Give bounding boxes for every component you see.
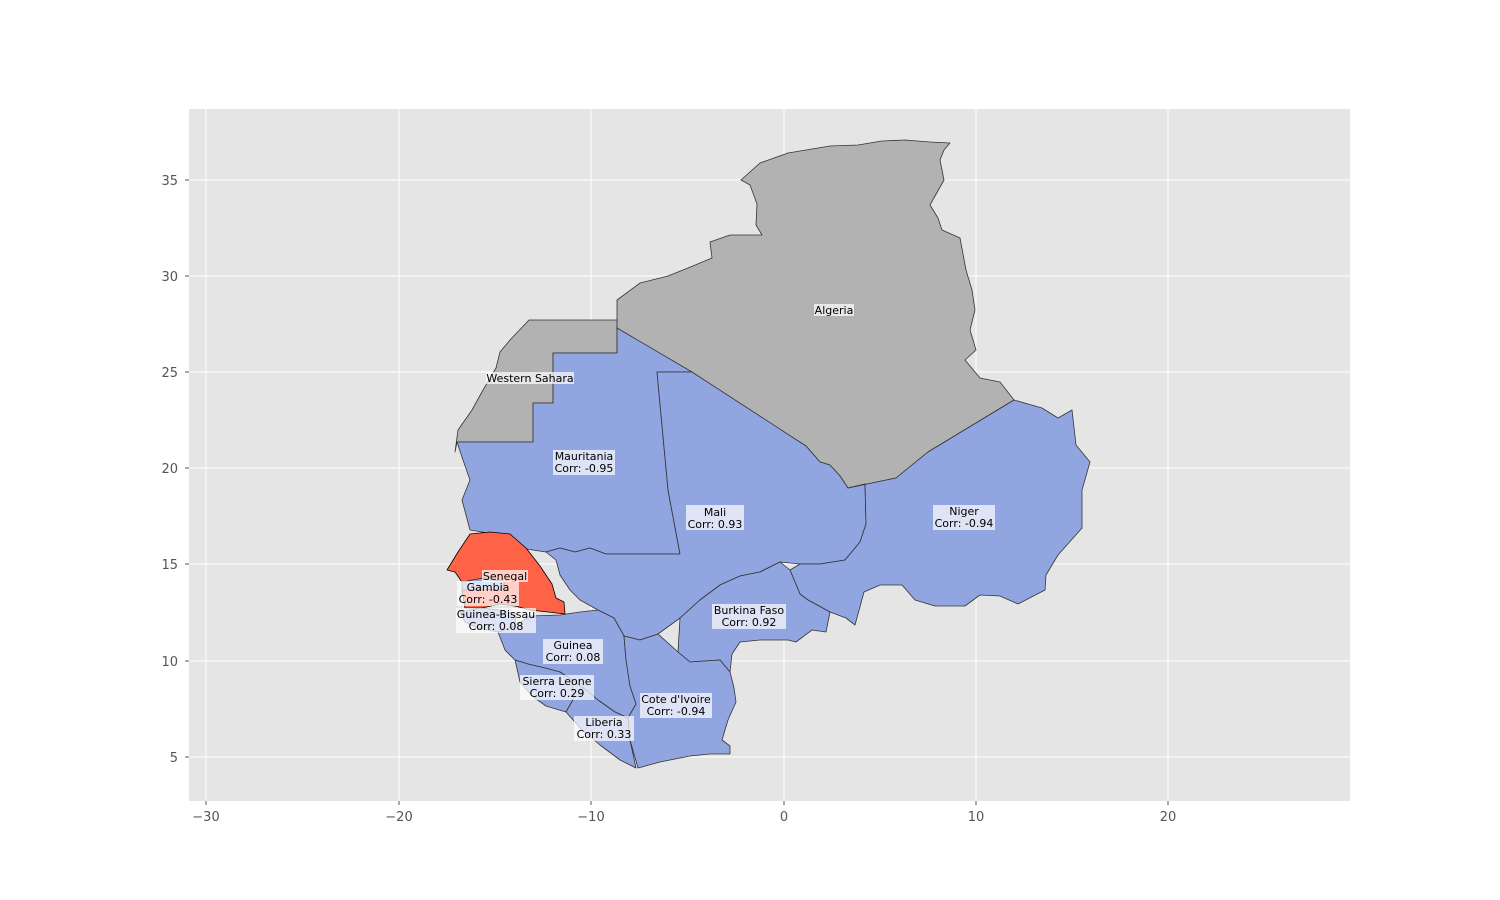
x-tick-label: −10 bbox=[577, 810, 604, 825]
country-name: Liberia bbox=[585, 716, 622, 729]
label-western-sahara: Western Sahara bbox=[486, 372, 574, 385]
label-burkina-faso: Burkina Faso Corr: 0.92 bbox=[712, 604, 786, 629]
correlation-value: Corr: -0.94 bbox=[647, 705, 706, 718]
y-tick-label: 20 bbox=[161, 462, 178, 477]
label-niger: Niger Corr: -0.94 bbox=[933, 505, 995, 530]
correlation-value: Corr: 0.33 bbox=[577, 728, 632, 741]
x-tick-label: −20 bbox=[385, 810, 412, 825]
correlation-value: Corr: -0.95 bbox=[555, 462, 614, 475]
correlation-value: Corr: -0.94 bbox=[935, 517, 994, 530]
label-mauritania: Mauritania Corr: -0.95 bbox=[553, 450, 615, 475]
country-name: Niger bbox=[949, 505, 979, 518]
country-name: Guinea bbox=[553, 639, 592, 652]
label-guinea-bissau: Guinea-Bissau Corr: 0.08 bbox=[456, 608, 536, 633]
y-tick-label: 10 bbox=[161, 655, 178, 670]
x-tick-label: 20 bbox=[1160, 810, 1177, 825]
x-axis: −30 −20 −10 0 10 20 bbox=[192, 810, 1176, 825]
y-axis: 35 30 25 20 15 10 5 bbox=[161, 174, 178, 766]
correlation-value: Corr: 0.08 bbox=[546, 651, 601, 664]
label-cote-divoire: Cote d'Ivoire Corr: -0.94 bbox=[640, 693, 712, 718]
region-labels: Algeria Western Sahara Mauritania Corr: … bbox=[456, 304, 995, 741]
label-algeria: Algeria bbox=[814, 304, 854, 317]
country-name: Western Sahara bbox=[486, 372, 573, 385]
correlation-value: Corr: 0.93 bbox=[688, 518, 743, 531]
country-name: Mali bbox=[704, 506, 726, 519]
correlation-value: Corr: 0.29 bbox=[530, 687, 585, 700]
country-name: Guinea-Bissau bbox=[457, 608, 535, 621]
label-sierra-leone: Sierra Leone Corr: 0.29 bbox=[520, 675, 594, 700]
label-gambia: Gambia Corr: -0.43 bbox=[457, 581, 519, 606]
country-name: Burkina Faso bbox=[714, 604, 784, 617]
y-tick-label: 25 bbox=[161, 366, 178, 381]
country-name: Cote d'Ivoire bbox=[641, 693, 711, 706]
label-guinea: Guinea Corr: 0.08 bbox=[543, 639, 603, 664]
y-tick-label: 30 bbox=[161, 270, 178, 285]
label-mali: Mali Corr: 0.93 bbox=[686, 505, 744, 531]
y-tick-label: 35 bbox=[161, 174, 178, 189]
country-name: Algeria bbox=[815, 304, 854, 317]
x-tick-label: 10 bbox=[968, 810, 985, 825]
y-tick-label: 5 bbox=[170, 751, 178, 766]
x-tick-label: 0 bbox=[780, 810, 788, 825]
axis-ticks bbox=[185, 179, 1169, 805]
correlation-value: Corr: -0.43 bbox=[459, 593, 518, 606]
label-liberia: Liberia Corr: 0.33 bbox=[574, 716, 634, 741]
country-name: Gambia bbox=[467, 581, 510, 594]
y-tick-label: 15 bbox=[161, 558, 178, 573]
label-senegal: Senegal bbox=[482, 570, 528, 583]
correlation-value: Corr: 0.08 bbox=[469, 620, 524, 633]
country-name: Mauritania bbox=[555, 450, 614, 463]
country-name: Sierra Leone bbox=[522, 675, 591, 688]
correlation-value: Corr: 0.92 bbox=[722, 616, 777, 629]
country-name: Senegal bbox=[483, 570, 527, 583]
x-tick-label: −30 bbox=[192, 810, 219, 825]
